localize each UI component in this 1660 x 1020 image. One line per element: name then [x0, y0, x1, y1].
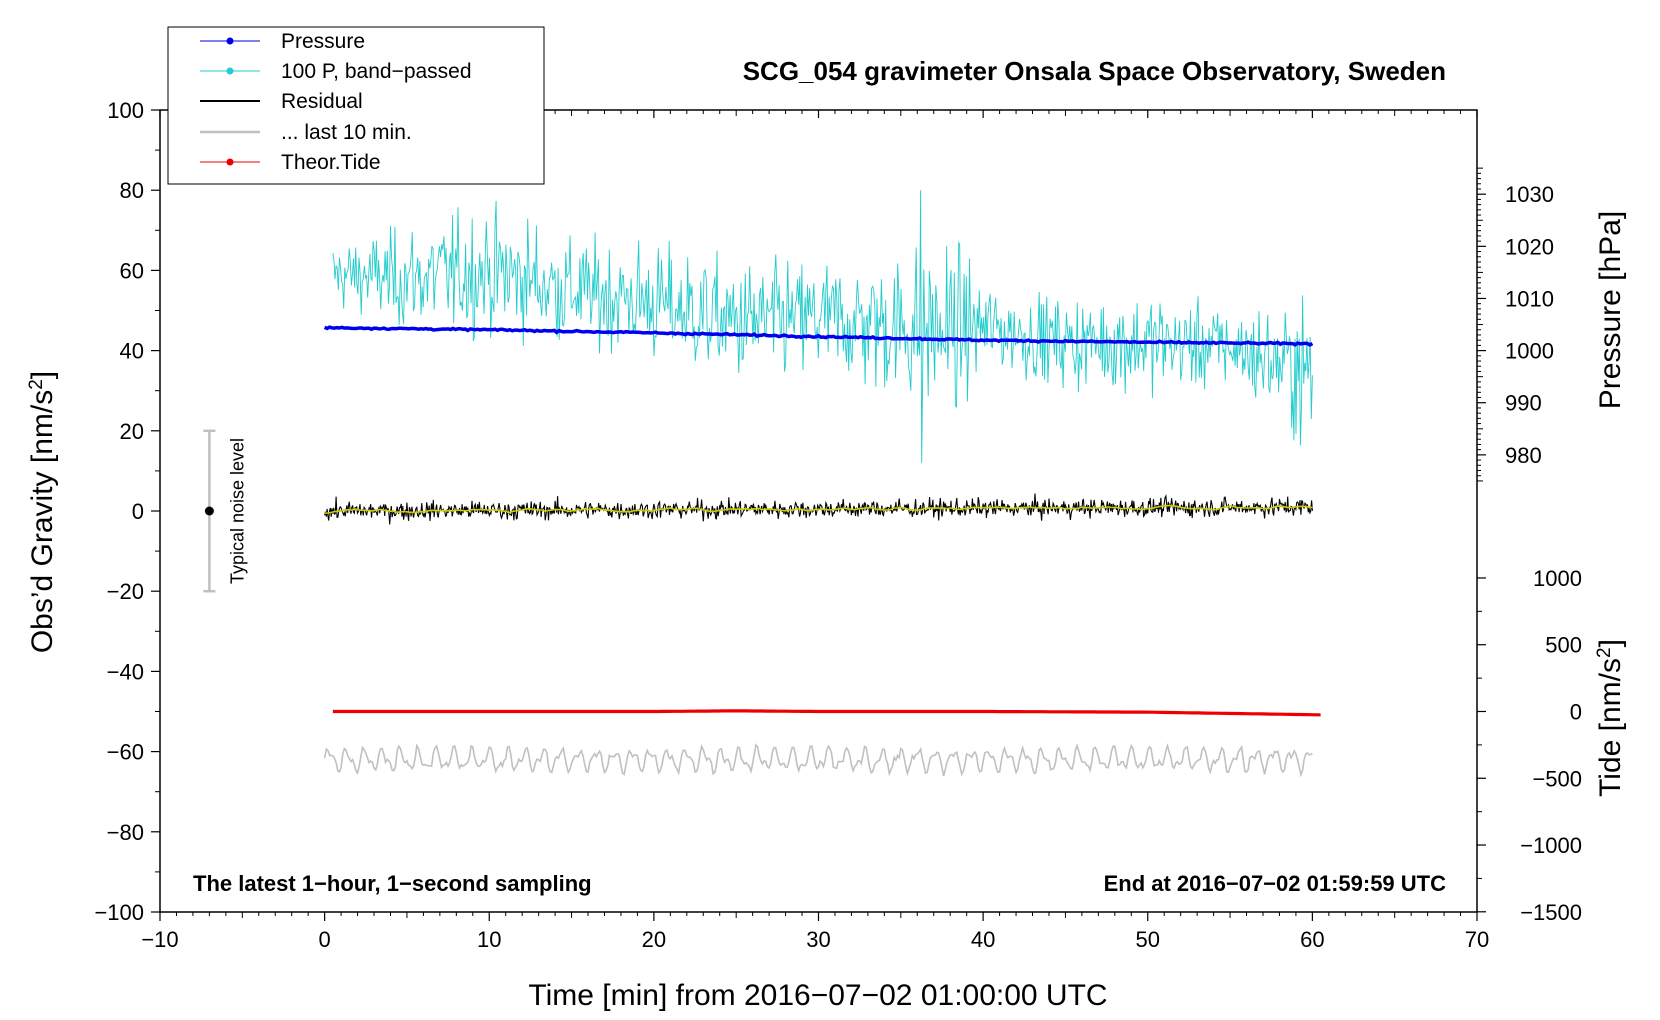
- y-tick-label: 100: [107, 98, 144, 123]
- legend-label-bandpassed: 100 P, band−passed: [281, 60, 472, 83]
- residual-line: [324, 493, 1313, 525]
- y-axis-label-tide-sup: 2: [1594, 647, 1615, 658]
- pressure-tick-label: 980: [1505, 443, 1542, 468]
- pressure-tick-label: 1010: [1505, 286, 1554, 311]
- x-tick-label: 70: [1465, 927, 1489, 952]
- y-axis-label-tide: Tide [nm/s2]: [1594, 639, 1628, 797]
- x-tick-label: 40: [971, 927, 995, 952]
- y-axis-label-tide-text: Tide [nm/s: [1594, 658, 1627, 797]
- tide-tick-label: −1500: [1520, 900, 1582, 925]
- y-tick-label: 60: [120, 258, 144, 283]
- pressure-tick-label: 1020: [1505, 234, 1554, 259]
- bandpassed-pressure-line: [332, 190, 1313, 463]
- tide-tick-label: −500: [1532, 766, 1582, 791]
- noise-level-label: Typical noise level: [227, 438, 247, 584]
- series-layer: [323, 190, 1321, 778]
- annotation-sampling: The latest 1−hour, 1−second sampling: [193, 871, 592, 896]
- pressure-tick-label: 1030: [1505, 182, 1554, 207]
- legend-label-residual: Residual: [281, 90, 363, 113]
- pressure-tick-label: 990: [1505, 391, 1542, 416]
- y-tick-label: 80: [120, 178, 144, 203]
- legend-label-pressure: Pressure: [281, 30, 365, 53]
- noise-level-indicator: Typical noise level: [203, 429, 247, 593]
- y-tick-label: 0: [132, 499, 144, 524]
- y-tick-label: −40: [107, 659, 144, 684]
- noise-center-marker: [204, 506, 214, 516]
- y-tick-label: 40: [120, 339, 144, 364]
- legend-marker-pressure: [226, 37, 234, 45]
- x-axis-label: Time [min] from 2016−07−02 01:00:00 UTC: [528, 979, 1107, 1012]
- y-tick-label: 20: [120, 419, 144, 444]
- y-axis-label-left-close: ]: [26, 371, 59, 379]
- annotation-end-time: End at 2016−07−02 01:59:59 UTC: [1104, 871, 1447, 896]
- x-tick-label: 50: [1136, 927, 1160, 952]
- tide-tick-label: 500: [1545, 633, 1582, 658]
- x-tick-label: 30: [806, 927, 830, 952]
- legend-box: [167, 26, 545, 185]
- legend-label-last10: ... last 10 min.: [281, 121, 412, 144]
- y-axis-label-left-text: Obs’d Gravity [nm/s: [26, 390, 59, 653]
- x-tick-label: 10: [477, 927, 501, 952]
- y-axis-label-pressure: Pressure [hPa]: [1594, 211, 1627, 409]
- pressure-tick-label: 1000: [1505, 339, 1554, 364]
- y-axis-label-left: Obs’d Gravity [nm/s2]: [26, 371, 60, 653]
- pressure-line: [323, 325, 1314, 348]
- last-10-min-line: [323, 743, 1313, 778]
- axes-layer: −10 0 10 20 30 40 50 60 70−100−80−60−40−20020406…: [94, 98, 1582, 952]
- y-axis-label-tide-close: ]: [1594, 639, 1627, 647]
- legend-label-tide: Theor.Tide: [281, 151, 381, 174]
- tide-tick-label: 0: [1570, 700, 1582, 725]
- x-tick-label: 60: [1300, 927, 1324, 952]
- x-tick-label: 20: [642, 927, 666, 952]
- tide-tick-label: −1000: [1520, 833, 1582, 858]
- theoretical-tide-line: [332, 709, 1321, 717]
- y-axis-label-left-sup: 2: [26, 379, 47, 390]
- legend-marker-bandpassed: [226, 67, 234, 75]
- y-tick-label: −80: [107, 820, 144, 845]
- tide-tick-label: 1000: [1533, 566, 1582, 591]
- y-tick-label: −100: [94, 900, 144, 925]
- x-tick-label: −10: [141, 927, 178, 952]
- y-tick-label: −60: [107, 740, 144, 765]
- legend-marker-tide: [226, 158, 234, 166]
- legend: Pressure 100 P, band−passed Residual ...…: [167, 26, 545, 185]
- smoothed-residual-line: [324, 504, 1313, 514]
- y-tick-label: −20: [107, 579, 144, 604]
- x-tick-label: 0: [319, 927, 331, 952]
- chart-title: SCG_054 gravimeter Onsala Space Observat…: [743, 56, 1446, 86]
